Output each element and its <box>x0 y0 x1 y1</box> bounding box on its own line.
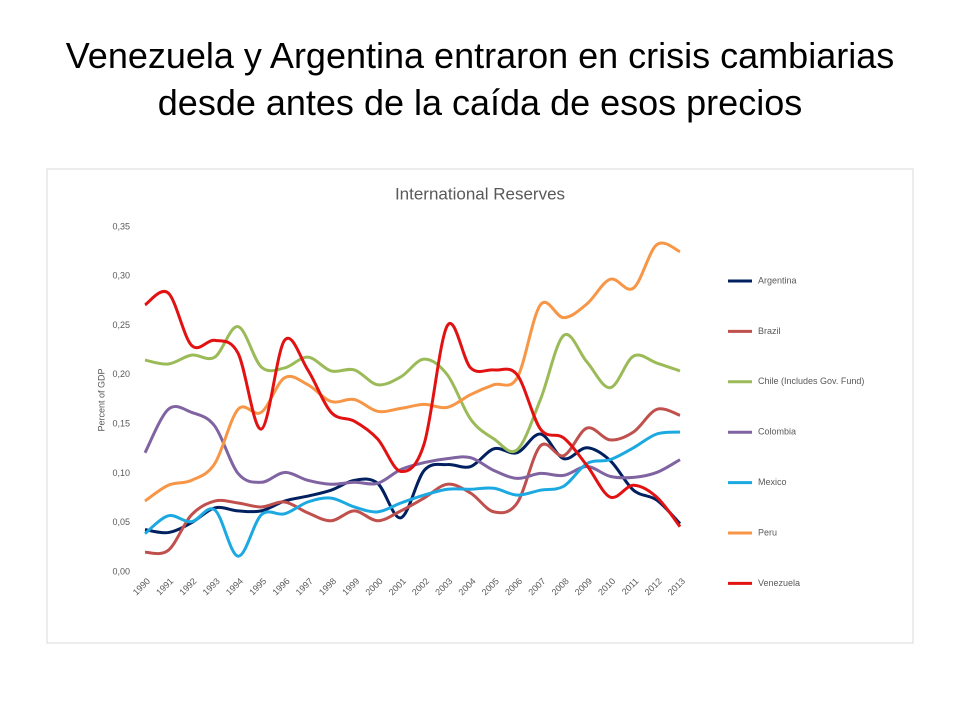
legend-label: Venezuela <box>758 578 800 588</box>
chart-title: International Reserves <box>395 184 565 203</box>
series-line <box>144 430 681 558</box>
slide-title: desde antes de la caída de esos precios <box>158 82 802 123</box>
legend-label: Argentina <box>758 275 797 285</box>
series-line <box>144 407 681 556</box>
y-tick-label: 0,30 <box>112 271 130 281</box>
series-line <box>144 432 682 535</box>
legend-label: Colombia <box>758 427 796 437</box>
legend-label: Brazil <box>758 326 781 336</box>
slide-title: Venezuela y Argentina entraron en crisis… <box>66 35 894 76</box>
y-axis-label: Percent of GDP <box>96 368 106 431</box>
y-tick-label: 0,05 <box>112 517 130 527</box>
y-tick-label: 0,15 <box>112 419 130 429</box>
series-line <box>144 325 681 454</box>
y-tick-label: 0,35 <box>112 221 130 231</box>
series-line <box>144 241 681 503</box>
chart-frame <box>46 168 914 644</box>
legend-label: Chile (Includes Gov. Fund) <box>758 376 864 386</box>
series-line <box>144 290 682 528</box>
legend-label: Peru <box>758 527 777 537</box>
y-tick-label: 0,00 <box>112 566 130 576</box>
legend-label: Mexico <box>758 477 787 487</box>
y-tick-label: 0,25 <box>112 320 130 330</box>
y-tick-label: 0,10 <box>112 468 130 478</box>
y-tick-label: 0,20 <box>112 369 130 379</box>
